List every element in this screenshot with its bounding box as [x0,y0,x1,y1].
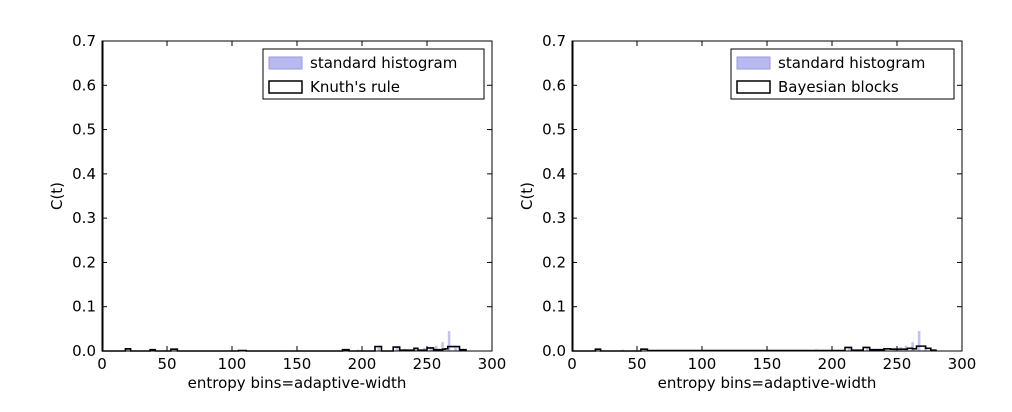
x-tick-label: 0 [567,355,577,373]
histogram-bar [904,345,908,351]
legend-swatch-standard [736,56,771,70]
histogram-bar [429,347,433,351]
histogram-bar [865,347,869,351]
x-tick-label: 300 [478,355,507,373]
x-tick-label: 100 [218,355,247,373]
x-tick-label: 200 [818,355,847,373]
y-axis-label: C(t) [518,182,536,210]
histogram-bar [434,345,438,351]
y-tick-label: 0.1 [542,298,566,316]
histogram-bar [643,349,647,351]
step-histogram-line [572,345,937,352]
histogram-bar [173,349,177,351]
x-axis-label: entropy bins=adaptive-width [658,374,877,392]
y-tick-label: 0.1 [72,298,96,316]
x-tick-label: 50 [627,355,646,373]
y-tick-label: 0.6 [542,76,566,94]
y-tick-label: 0.5 [542,121,566,139]
histogram-bar [454,346,457,351]
histogram-bar [447,331,451,351]
x-axis-label: entropy bins=adaptive-width [188,374,407,392]
x-tick-label: 0 [97,355,107,373]
x-tick-label: 150 [283,355,312,373]
histogram-bar [917,331,921,351]
x-tick-label: 250 [883,355,912,373]
y-tick-label: 0.6 [72,76,96,94]
histogram-bar [414,348,417,351]
y-tick-label: 0.0 [72,342,96,360]
y-tick-label: 0.0 [542,342,566,360]
y-tick-label: 0.2 [72,253,96,271]
x-tick-label: 250 [413,355,442,373]
legend-label: Knuth's rule [310,78,400,96]
x-tick-label: 150 [753,355,782,373]
histogram-bar [395,347,399,351]
y-tick-label: 0.2 [542,253,566,271]
legend-swatch-standard [268,56,303,70]
y-tick-label: 0.7 [542,32,566,50]
histogram-bar [377,347,381,351]
y-tick-label: 0.3 [72,209,96,227]
legend-label: Bayesian blocks [778,78,899,96]
y-axis-label: C(t) [48,182,66,210]
histogram-bar [441,342,444,351]
legend-swatch-step [736,80,771,94]
x-tick-label: 50 [157,355,176,373]
y-tick-label: 0.5 [72,121,96,139]
x-tick-label: 200 [348,355,377,373]
legend-swatch-step [268,80,303,94]
x-tick-label: 100 [688,355,717,373]
y-tick-label: 0.4 [72,165,96,183]
chart-panel-left: 0 50 100 150 200 250 300 0.0 0.1 0.2 0.3 0.4 0.5 0.6 0… [48,32,506,392]
x-tick-label: 300 [948,355,977,373]
histogram-bar [911,342,914,351]
legend-label: standard histogram [778,54,925,72]
histogram-bar [125,349,130,351]
histogram-bar [847,347,851,351]
y-tick-label: 0.3 [542,209,566,227]
legend-label: standard histogram [310,54,457,72]
histogram-bar [884,348,887,351]
step-histogram-line [102,345,467,352]
chart-panel-right: 0 50 100 150 200 250 300 0.0 0.1 0.2 0.3 0.4 0.5 0.6 0… [518,32,976,392]
histogram-bar [595,349,600,351]
y-tick-label: 0.4 [542,165,566,183]
y-tick-label: 0.7 [72,32,96,50]
